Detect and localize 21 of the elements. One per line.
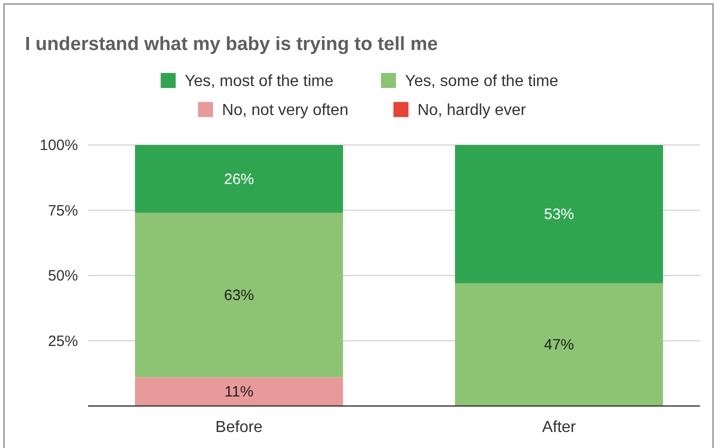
data-label: 11% (224, 384, 254, 401)
legend-label: No, hardly ever (417, 102, 527, 119)
legend-label: Yes, some of the time (405, 73, 558, 90)
legend-label: Yes, most of the time (184, 73, 334, 90)
data-label: 47% (544, 336, 574, 354)
legend-label: No, not very often (222, 102, 348, 119)
x-tick-label: After (542, 419, 577, 436)
bar (135, 212, 343, 378)
data-label: 26% (224, 170, 254, 188)
y-tick-label: 75% (48, 202, 78, 220)
bar (135, 377, 343, 406)
y-tick-label: 100% (40, 137, 78, 154)
bar (455, 145, 663, 284)
x-tick-label: Before (215, 419, 263, 436)
data-label: 63% (224, 287, 254, 304)
chart-title: I understand what my baby is trying to tell me (25, 34, 438, 55)
bar (135, 145, 343, 213)
data-label: 53% (544, 206, 574, 224)
bar (455, 283, 663, 406)
y-tick-label: 50% (48, 268, 78, 284)
y-tick-label: 25% (48, 332, 78, 350)
